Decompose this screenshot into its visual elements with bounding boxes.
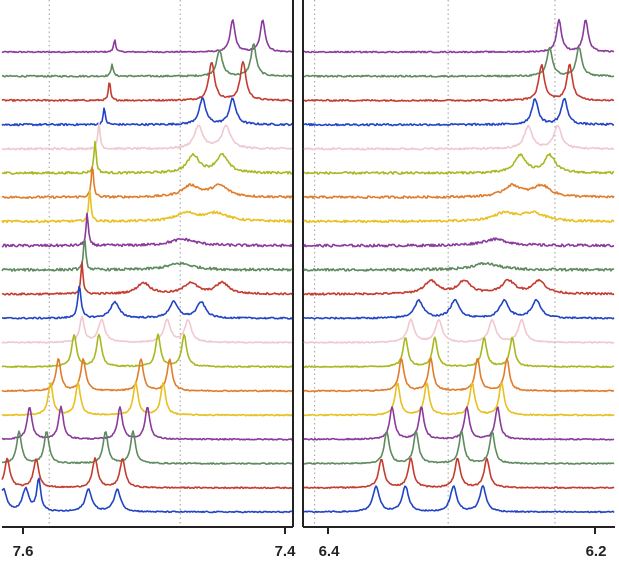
left-trace-20	[1, 477, 294, 514]
left-trace-13	[1, 315, 294, 344]
left-traces	[1, 19, 294, 514]
right-trace-15	[303, 357, 615, 393]
right-trace-9	[303, 237, 615, 248]
left-trace-19	[1, 457, 294, 490]
left-trace-15	[1, 358, 294, 393]
right-spectrum-panel: 6.4 6.2	[302, 0, 615, 560]
right-gridlines	[314, 0, 556, 527]
left-trace-7	[1, 166, 294, 200]
left-trace-16	[1, 381, 294, 417]
right-trace-17	[303, 406, 615, 441]
right-tick-label-6.2: 6.2	[586, 543, 607, 560]
left-trace-8	[1, 189, 294, 224]
right-trace-5	[303, 124, 615, 151]
right-traces	[303, 18, 615, 514]
left-trace-3	[1, 60, 294, 102]
left-trace-9	[1, 212, 294, 248]
left-trace-10	[1, 239, 294, 272]
left-spectrum-panel: 7.6 7.4	[1, 0, 297, 560]
right-trace-2	[303, 46, 614, 78]
left-trace-4	[1, 97, 294, 127]
right-trace-13	[303, 318, 615, 344]
left-trace-18	[1, 430, 294, 465]
right-trace-14	[303, 336, 615, 369]
left-trace-12	[2, 285, 294, 320]
right-trace-12	[303, 298, 615, 320]
right-trace-18	[303, 429, 615, 465]
left-tick-label-7.6: 7.6	[13, 543, 34, 560]
right-trace-11	[303, 278, 615, 296]
right-trace-4	[303, 97, 615, 127]
left-tick-label-7.4: 7.4	[275, 543, 297, 560]
right-trace-6	[303, 152, 615, 175]
right-trace-1	[303, 18, 615, 54]
right-trace-3	[303, 63, 615, 102]
right-trace-20	[303, 485, 615, 514]
left-trace-5	[1, 122, 294, 151]
right-trace-16	[303, 382, 615, 417]
left-trace-14	[1, 333, 294, 369]
left-trace-11	[1, 261, 294, 296]
left-gridlines	[48, 0, 181, 527]
left-trace-6	[1, 140, 294, 175]
right-trace-8	[303, 210, 615, 224]
left-trace-2	[2, 43, 294, 78]
right-trace-10	[303, 261, 615, 272]
right-trace-7	[303, 182, 615, 200]
right-trace-19	[303, 457, 615, 490]
left-trace-1	[1, 19, 294, 54]
right-tick-label-6.4: 6.4	[319, 543, 341, 560]
left-trace-17	[1, 405, 294, 441]
